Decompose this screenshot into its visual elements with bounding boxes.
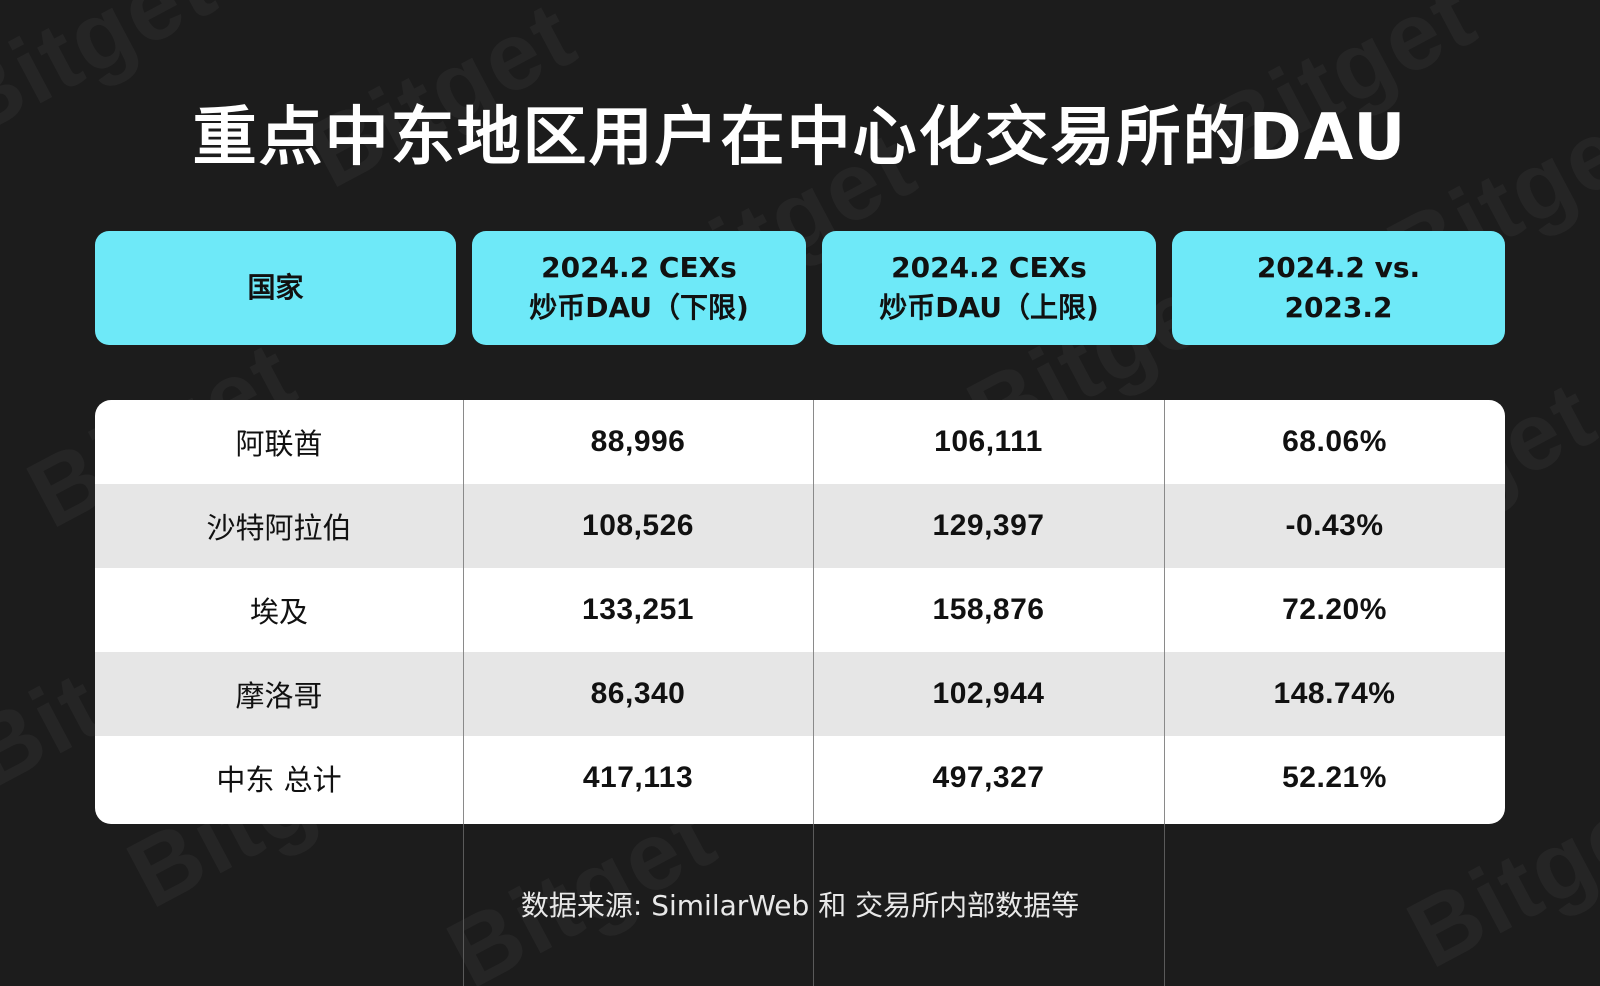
table-row: 中东 总计 417,113 497,327 52.21% xyxy=(95,736,1505,824)
country-cell: 摩洛哥 xyxy=(235,679,323,713)
header-yoy-change: 2024.2 vs. 2023.2 xyxy=(1172,231,1505,345)
cell-divider xyxy=(813,400,814,824)
country-cell: 沙特阿拉伯 xyxy=(206,511,352,545)
dau-high-cell: 129,397 xyxy=(932,509,1045,542)
table-header: 国家 2024.2 CEXs 炒币DAU（下限) 2024.2 CEXs 炒币D… xyxy=(95,231,1505,345)
yoy-change-cell: 72.20% xyxy=(1282,593,1387,626)
country-cell: 中东 总计 xyxy=(216,763,342,797)
country-cell: 阿联酋 xyxy=(235,427,323,461)
dau-low-cell: 417,113 xyxy=(582,761,694,794)
dau-high-cell: 106,111 xyxy=(934,425,1043,458)
header-dau-high: 2024.2 CEXs 炒币DAU（上限) xyxy=(822,231,1156,345)
source-note: 数据来源: SimilarWeb 和 交易所内部数据等 xyxy=(520,889,1080,922)
header-label: 炒币DAU（下限) xyxy=(529,291,749,324)
table-row: 阿联酋 88,996 106,111 68.06% xyxy=(95,400,1505,484)
table-row: 埃及 133,251 158,876 72.20% xyxy=(95,568,1505,652)
country-cell: 埃及 xyxy=(249,595,308,629)
cell-divider xyxy=(1164,400,1165,824)
dau-low-cell: 86,340 xyxy=(590,677,686,710)
header-country: 国家 xyxy=(95,231,456,345)
dau-high-cell: 497,327 xyxy=(932,761,1045,794)
page-title: 重点中东地区用户在中心化交易所的DAU xyxy=(192,101,1408,175)
dau-low-cell: 133,251 xyxy=(582,593,694,626)
header-label: 2024.2 vs. xyxy=(1256,251,1421,284)
yoy-change-cell: 52.21% xyxy=(1282,761,1387,794)
cell-divider xyxy=(463,400,464,824)
header-label: 2024.2 CEXs xyxy=(891,251,1087,284)
table-row: 沙特阿拉伯 108,526 129,397 -0.43% xyxy=(95,484,1505,568)
header-label: 2023.2 xyxy=(1284,291,1393,324)
dau-high-cell: 102,944 xyxy=(932,677,1045,710)
yoy-change-cell: 148.74% xyxy=(1273,677,1396,710)
data-table: 阿联酋 88,996 106,111 68.06% 沙特阿拉伯 108,526 … xyxy=(95,400,1505,824)
yoy-change-cell: 68.06% xyxy=(1282,425,1387,458)
table-row: 摩洛哥 86,340 102,944 148.74% xyxy=(95,652,1505,736)
header-label: 2024.2 CEXs xyxy=(541,251,737,284)
header-dau-low: 2024.2 CEXs 炒币DAU（下限) xyxy=(472,231,806,345)
yoy-change-cell: -0.43% xyxy=(1285,509,1384,542)
header-label: 炒币DAU（上限) xyxy=(879,291,1099,324)
dau-low-cell: 88,996 xyxy=(590,425,686,458)
header-label: 国家 xyxy=(247,271,304,304)
dau-high-cell: 158,876 xyxy=(932,593,1045,626)
dau-low-cell: 108,526 xyxy=(582,509,694,542)
